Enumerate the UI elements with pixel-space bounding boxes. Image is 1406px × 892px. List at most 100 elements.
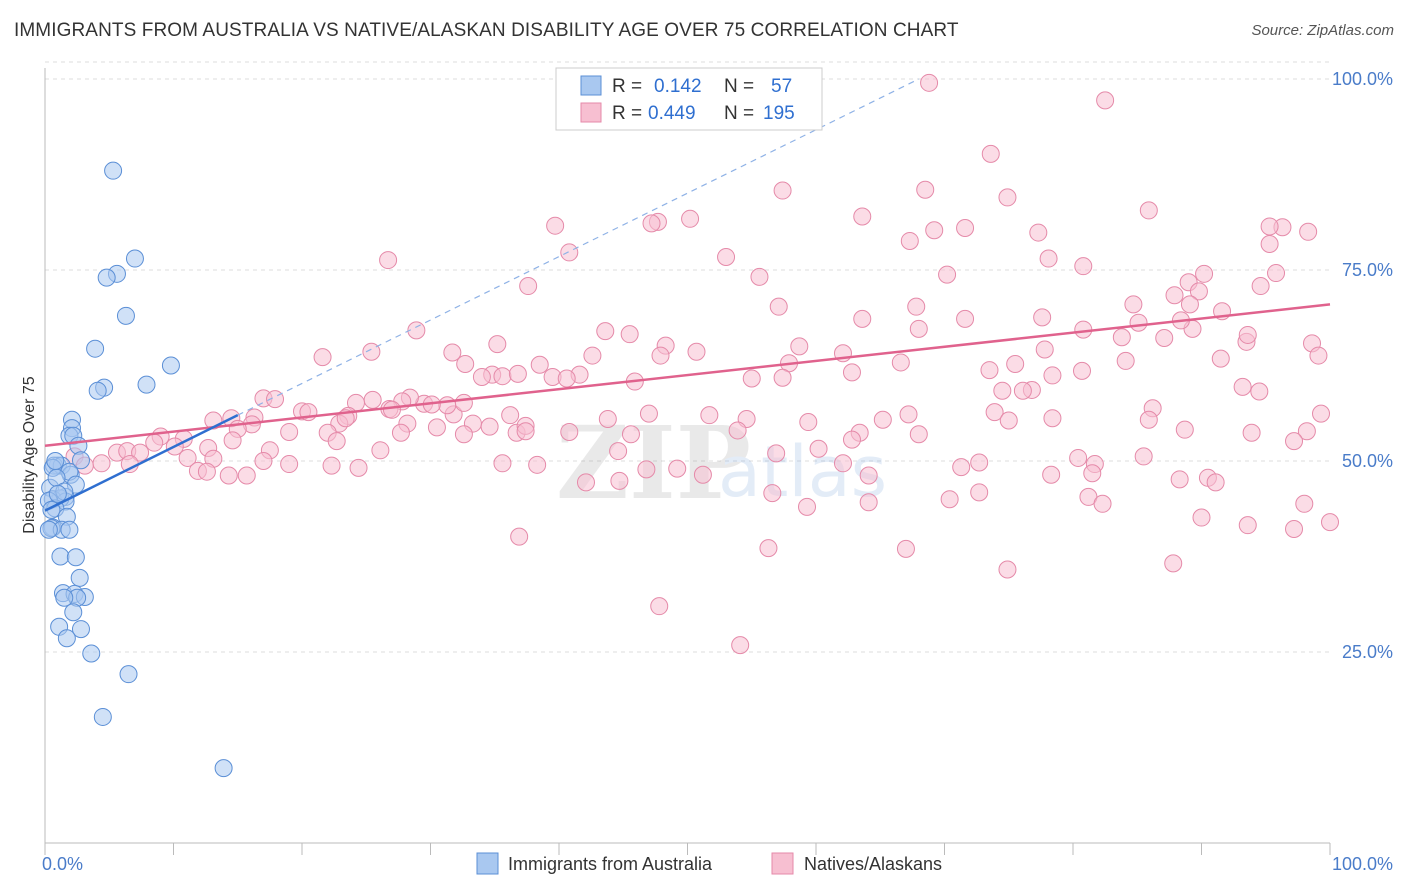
natives-alaskans-point-208 [1285, 519, 1304, 538]
x-tick-label-min: 0.0% [42, 854, 83, 874]
immigrants-australia-point-35 [39, 520, 58, 539]
watermark-zip: ZIP [556, 404, 751, 522]
natives-alaskans-point-167 [637, 460, 656, 479]
natives-alaskans-point-90 [1013, 381, 1032, 400]
natives-alaskans-point-125 [873, 410, 892, 429]
natives-alaskans-point-74 [1116, 351, 1135, 370]
immigrants-australia-point-4 [116, 306, 135, 325]
y-tick-label-25: 25.0% [1342, 642, 1393, 662]
natives-alaskans-point-24 [1039, 249, 1058, 268]
natives-alaskans-point-8 [681, 209, 700, 228]
natives-alaskans-point-34 [769, 297, 788, 316]
natives-alaskans-point-106 [501, 406, 520, 425]
natives-alaskans-point-48 [596, 322, 615, 341]
natives-alaskans-point-73 [1006, 354, 1025, 373]
natives-alaskans-point-27 [938, 265, 957, 284]
immigrants-australia-points [39, 161, 233, 778]
bottom-legend-swatch-pink [771, 852, 794, 875]
source-credit: Source: ZipAtlas.com [1251, 22, 1394, 39]
natives-alaskans-point-45 [1074, 320, 1093, 339]
natives-alaskans-point-84 [472, 367, 491, 386]
immigrants-australia-point-5 [86, 339, 105, 358]
natives-alaskans-point-203 [970, 483, 989, 502]
axes [44, 68, 1331, 855]
natives-alaskans-point-191 [576, 473, 595, 492]
natives-alaskans-point-33 [1165, 286, 1184, 305]
natives-alaskans-point-188 [197, 462, 216, 481]
natives-alaskans-point-7 [853, 207, 872, 226]
immigrants-australia-point-1 [125, 249, 144, 268]
natives-alaskans-point-124 [799, 413, 818, 432]
natives-alaskans-point-121 [639, 404, 658, 423]
natives-alaskans-point-86 [742, 369, 761, 388]
natives-alaskans-point-209 [510, 527, 529, 546]
bottom-legend-label-immigrants: Immigrants from Australia [508, 854, 713, 874]
natives-alaskans-point-186 [528, 455, 547, 474]
bottom-legend-label-natives: Natives/Alaskans [804, 854, 942, 874]
natives-alaskans-point-206 [1192, 508, 1211, 527]
natives-alaskans-point-63 [313, 348, 332, 367]
natives-alaskans-point-16 [1260, 217, 1279, 236]
natives-alaskans-point-37 [1180, 295, 1199, 314]
natives-alaskans-point-57 [790, 337, 809, 356]
legend-n-label-2: N = [724, 103, 754, 124]
natives-alaskans-point-96 [363, 390, 382, 409]
natives-alaskans-point-156 [131, 443, 150, 462]
natives-alaskans-point-54 [583, 346, 602, 365]
natives-alaskans-point-213 [1164, 554, 1183, 573]
natives-alaskans-point-169 [970, 453, 989, 472]
natives-alaskans-point-66 [1035, 340, 1054, 359]
natives-alaskans-point-6 [1139, 201, 1158, 220]
y-tick-label-75: 75.0% [1342, 260, 1393, 280]
natives-alaskans-point-122 [700, 406, 719, 425]
immigrants-australia-point-54 [46, 452, 65, 470]
natives-alaskans-point-195 [1206, 473, 1225, 492]
immigrants-australia-point-9 [88, 381, 107, 400]
natives-alaskans-point-165 [859, 466, 878, 485]
natives-alaskans-point-21 [717, 248, 736, 267]
natives-alaskans-point-166 [693, 465, 712, 484]
immigrants-australia-point-48 [82, 644, 101, 663]
natives-alaskans-point-141 [621, 425, 640, 444]
natives-alaskans-point-29 [1251, 277, 1270, 296]
natives-alaskans-point-72 [891, 353, 910, 372]
y-tick-label-50: 50.0% [1342, 451, 1393, 471]
natives-alaskans-point-210 [759, 539, 778, 558]
natives-alaskans-point-212 [998, 560, 1017, 579]
natives-alaskans-point-189 [219, 466, 238, 485]
natives-alaskans-point-80 [530, 355, 549, 374]
top-legend: R = 0.142 N = 57 R = 0.449 N = 195 [555, 67, 823, 131]
natives-alaskans-point-15 [1299, 222, 1318, 241]
natives-alaskans-point-13 [546, 216, 565, 235]
natives-alaskans-point-126 [899, 405, 918, 424]
natives-alaskans-point-64 [362, 342, 381, 361]
natives-alaskans-point-100 [438, 396, 457, 415]
natives-alaskans-point-160 [371, 441, 390, 460]
natives-alaskans-point-10 [642, 214, 661, 233]
natives-alaskans-point-40 [956, 309, 975, 328]
natives-alaskans-point-103 [454, 393, 473, 412]
natives-alaskans-point-20 [560, 243, 579, 262]
legend-swatch-blue [580, 75, 602, 96]
legend-r-label-1: R = [612, 76, 642, 97]
y-axis-label: Disability Age Over 75 [21, 376, 38, 534]
natives-alaskans-point-42 [1129, 313, 1148, 332]
immigrants-australia-point-51 [214, 759, 233, 778]
immigrants-australia-point-3 [97, 268, 116, 287]
tick-labels: 25.0% 50.0% 75.0% 100.0% 0.0% 100.0% [42, 69, 1393, 874]
natives-alaskans-point-39 [853, 309, 872, 328]
natives-alaskans-point-182 [280, 455, 299, 474]
immigrants-trend-line [44, 414, 239, 512]
natives-alaskans-point-115 [427, 418, 446, 437]
natives-alaskans-point-79 [493, 367, 512, 386]
natives-alaskans-point-181 [254, 452, 273, 470]
natives-alaskans-point-1 [1096, 91, 1115, 110]
natives-alaskans-point-36 [1189, 282, 1208, 301]
natives-alaskans-point-78 [456, 354, 475, 373]
natives-alaskans-point-140 [560, 422, 579, 441]
natives-alaskans-point-207 [1238, 516, 1257, 535]
x-tick-label-max: 100.0% [1332, 854, 1393, 874]
natives-alaskans-point-214 [1295, 494, 1314, 513]
immigrants-australia-point-7 [137, 375, 156, 394]
